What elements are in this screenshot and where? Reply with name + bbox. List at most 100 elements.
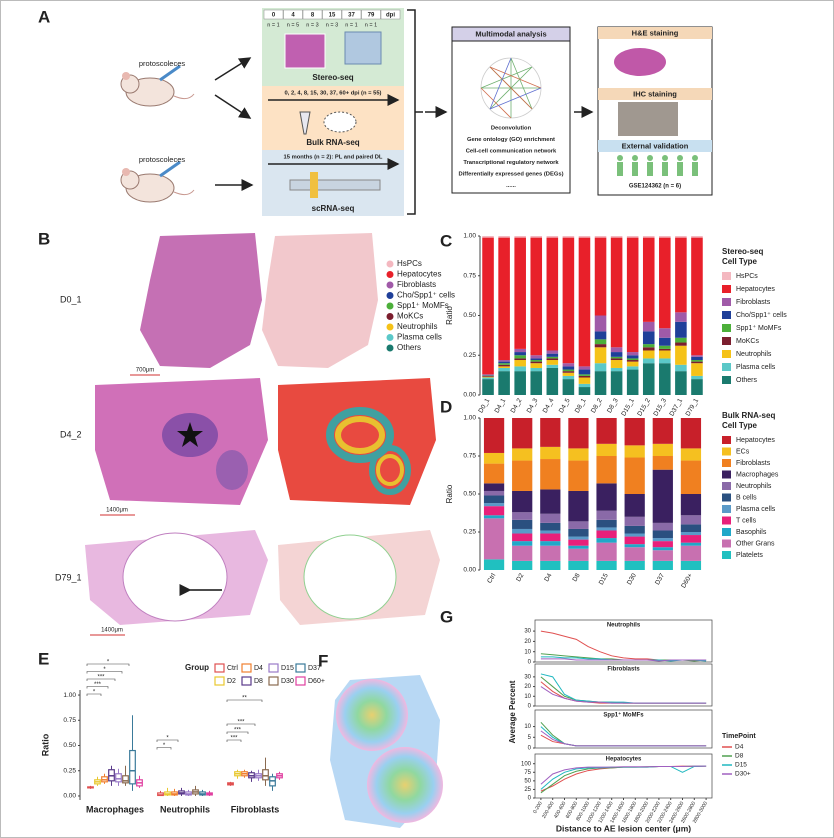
significance-label: ** — [242, 696, 247, 702]
bar-segment — [540, 418, 561, 447]
legend-swatch — [722, 493, 731, 502]
significance-bracket — [156, 739, 179, 742]
bar-segment — [483, 483, 505, 491]
significance-bracket — [86, 693, 102, 696]
bar-segment — [530, 363, 543, 368]
y-tick-label: 0.00 — [63, 793, 76, 800]
legend-label: D30 — [281, 678, 294, 685]
n-label: n = 1 — [267, 22, 279, 28]
bar-segment — [498, 366, 510, 368]
bar-segment — [659, 328, 671, 338]
significance-bracket — [86, 686, 109, 689]
bar-segment — [578, 374, 591, 376]
bar-segment — [512, 541, 533, 546]
legend-label: T cells — [736, 517, 757, 524]
bar-segment — [514, 352, 526, 356]
bar-segment — [659, 337, 671, 346]
timeline-cell — [361, 9, 381, 20]
legend-label: Others — [736, 377, 758, 384]
bar-segment — [498, 367, 510, 372]
bar-segment — [562, 379, 575, 395]
significance-bracket — [156, 747, 172, 750]
y-tick-label: 50 — [524, 778, 531, 784]
legend-swatch — [722, 324, 731, 332]
box-title: Multimodal analysis — [475, 29, 546, 38]
bar-segment — [594, 339, 607, 345]
bar-segment — [546, 356, 559, 359]
bar-segment — [624, 494, 645, 517]
bar-segment — [562, 372, 575, 376]
bar-segment — [512, 545, 533, 561]
analysis-item: Deconvolution — [491, 126, 532, 132]
line — [540, 658, 707, 662]
legend-label: D4 — [735, 744, 744, 751]
bar-segment — [675, 237, 687, 313]
bar-segment — [624, 544, 645, 548]
bar-segment — [680, 448, 702, 461]
bar-segment — [642, 331, 655, 345]
bar-segment — [680, 418, 702, 449]
y-tick-label: 0 — [528, 704, 532, 710]
bar-segment — [691, 361, 703, 364]
legend-swatch — [722, 298, 731, 306]
y-tick-label: 5 — [528, 735, 532, 741]
lesion — [216, 450, 248, 490]
bracket — [407, 9, 423, 215]
bar-segment — [514, 360, 526, 367]
timeline-label: dpi — [386, 12, 395, 18]
bar-segment — [568, 490, 589, 522]
panel-title: Spp1⁺ MoMFs — [603, 712, 644, 719]
bar-segment — [624, 457, 645, 494]
bar-segment — [680, 515, 702, 525]
bar-segment — [626, 236, 639, 238]
legend-swatch — [722, 436, 731, 444]
bar-segment — [483, 452, 505, 464]
bar-segment — [626, 366, 639, 370]
bar-segment — [562, 237, 575, 364]
line — [540, 686, 707, 704]
significance-label: * — [166, 736, 169, 742]
significance-bracket — [86, 678, 116, 681]
bar-segment — [624, 445, 645, 458]
bar-segment — [578, 236, 591, 238]
legend-label: D8 — [254, 678, 263, 685]
bar-segment — [610, 356, 623, 359]
significance-bracket — [226, 723, 256, 726]
bar-segment — [596, 443, 617, 456]
bar-segment — [594, 237, 607, 316]
tissue-thumb — [284, 33, 326, 69]
y-tick-label: 0 — [528, 796, 532, 802]
x-tick-label: D4 — [543, 572, 553, 583]
bar-segment — [680, 532, 702, 536]
legend-swatch — [214, 676, 225, 686]
bar-segment — [540, 533, 561, 542]
bar-segment — [675, 312, 687, 322]
timeline-label: 15 — [329, 12, 336, 18]
legend-label: Plasma cells — [736, 364, 776, 371]
bar-segment — [691, 356, 703, 361]
panel-label: D — [440, 397, 452, 416]
bar-segment — [596, 530, 617, 539]
legend-swatch — [722, 482, 731, 490]
legend-title: TimePoint — [722, 733, 756, 740]
mouse — [120, 160, 195, 203]
bar-segment — [498, 371, 510, 395]
bar-segment — [675, 321, 687, 338]
legend-swatch — [268, 663, 279, 673]
analysis-item: Transcriptional regulatory network — [463, 160, 559, 166]
significance-bracket — [226, 731, 249, 734]
bar-segment — [512, 512, 533, 520]
x-tick-label: 0-200 — [532, 800, 544, 814]
y-tick-label: 0 — [528, 746, 532, 752]
bar-segment — [652, 550, 673, 561]
legend-swatch — [241, 663, 252, 673]
bar-segment — [546, 236, 559, 238]
he-header — [598, 27, 712, 39]
bar-segment — [546, 360, 559, 365]
significance-bracket — [226, 739, 242, 742]
legend-label: Neutrophils — [736, 483, 772, 490]
bar-segment — [675, 371, 687, 395]
timeline-cell — [283, 9, 303, 20]
y-axis-label: Ratio — [445, 306, 454, 325]
legend-label: Neutrophils — [736, 351, 772, 358]
